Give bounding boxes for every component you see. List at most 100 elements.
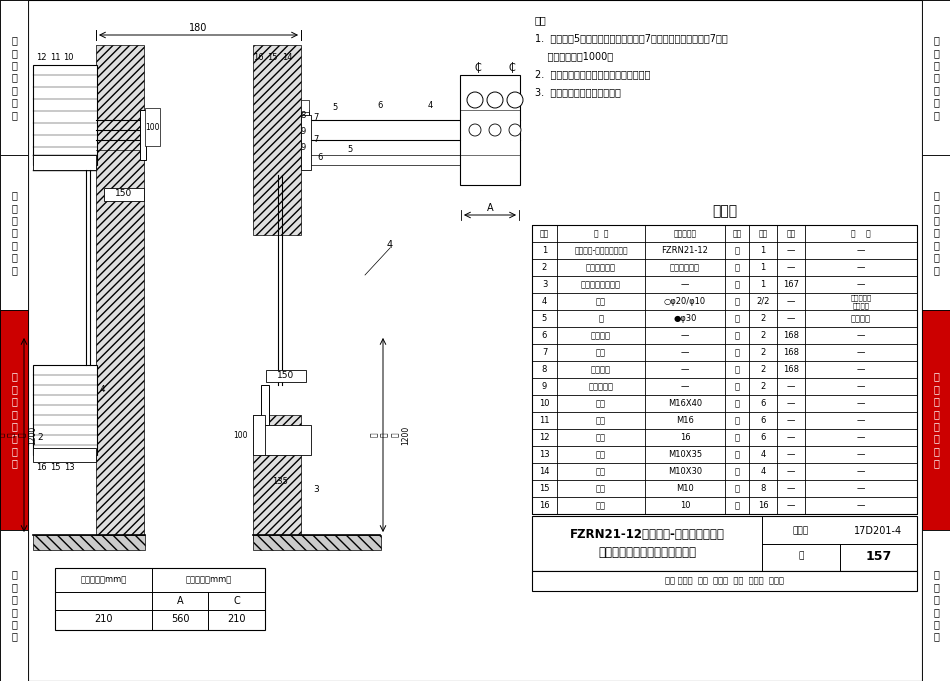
Bar <box>266 370 306 382</box>
Text: 在墙上支架上安装（侧墙操作）: 在墙上支架上安装（侧墙操作） <box>598 546 696 559</box>
Text: 变
压
器
室
布
置
图: 变 压 器 室 布 置 图 <box>11 35 17 120</box>
Bar <box>96 45 144 535</box>
Text: —: — <box>681 280 689 289</box>
Text: 2: 2 <box>760 348 766 357</box>
Text: 4: 4 <box>428 101 432 110</box>
Text: 个: 个 <box>734 399 739 408</box>
Text: 1.  轴（零件5）延长需增加轴承（零件7）时，两个轴承（零件7）间: 1. 轴（零件5）延长需增加轴承（零件7）时，两个轴承（零件7）间 <box>535 33 728 43</box>
Text: 2: 2 <box>760 331 766 340</box>
Bar <box>922 310 950 530</box>
Text: M10X35: M10X35 <box>668 450 702 459</box>
Text: 11: 11 <box>49 54 60 63</box>
Text: —: — <box>681 331 689 340</box>
Text: 轴连接套: 轴连接套 <box>591 331 611 340</box>
Text: 常
用
设
备
构
件
安
装: 常 用 设 备 构 件 安 装 <box>11 372 17 469</box>
Text: 个: 个 <box>734 450 739 459</box>
Text: M10X30: M10X30 <box>668 467 702 476</box>
Bar <box>33 535 145 550</box>
Text: 5: 5 <box>332 104 337 112</box>
Bar <box>0 530 28 681</box>
Text: —: — <box>857 382 865 391</box>
Text: 15: 15 <box>49 464 60 473</box>
Text: 个: 个 <box>734 416 739 425</box>
Text: 土
建
设
计
任
务
图: 土 建 设 计 任 务 图 <box>933 190 939 274</box>
Text: 根: 根 <box>734 331 739 340</box>
Text: 10: 10 <box>540 399 550 408</box>
Text: 180: 180 <box>189 23 208 33</box>
Bar <box>922 155 950 310</box>
Text: 168: 168 <box>783 331 799 340</box>
Text: FZRN21-12: FZRN21-12 <box>661 246 709 255</box>
Text: 6: 6 <box>377 101 383 110</box>
Bar <box>301 100 309 112</box>
Text: 7: 7 <box>314 114 318 123</box>
Text: —: — <box>787 416 795 425</box>
Bar <box>145 108 160 146</box>
Text: 3: 3 <box>542 280 547 289</box>
Text: —: — <box>857 484 865 493</box>
Text: M16: M16 <box>676 416 694 425</box>
Text: 9: 9 <box>300 144 306 153</box>
Text: 168: 168 <box>783 365 799 374</box>
Text: 10: 10 <box>680 501 691 510</box>
Text: 根: 根 <box>734 297 739 306</box>
Text: 手力操动机构: 手力操动机构 <box>586 263 616 272</box>
Text: 页次: 页次 <box>787 229 796 238</box>
Text: 螺母: 螺母 <box>596 484 606 493</box>
Text: 个: 个 <box>734 280 739 289</box>
Text: 8: 8 <box>760 484 766 493</box>
Text: 15: 15 <box>267 54 277 63</box>
Text: 垫圈: 垫圈 <box>596 433 606 442</box>
Text: 台: 台 <box>734 263 739 272</box>
Text: 3.  负荷开关也可安装在墙上。: 3. 负荷开关也可安装在墙上。 <box>535 87 621 97</box>
Text: 2: 2 <box>37 434 43 443</box>
Text: —: — <box>857 450 865 459</box>
Bar <box>33 155 96 170</box>
Text: 的距离不超过1000。: 的距离不超过1000。 <box>535 51 613 61</box>
Text: 名  称: 名 称 <box>594 229 608 238</box>
Text: —: — <box>857 467 865 476</box>
Text: 9: 9 <box>542 382 547 391</box>
Text: 令音轮组合: 令音轮组合 <box>588 382 614 391</box>
Text: 6: 6 <box>542 331 547 340</box>
Text: —: — <box>857 348 865 357</box>
Text: 4: 4 <box>760 450 766 459</box>
Bar <box>253 415 265 455</box>
Text: 6: 6 <box>760 433 766 442</box>
Bar <box>301 115 311 170</box>
Text: 560: 560 <box>171 614 189 624</box>
Text: 5: 5 <box>348 146 352 155</box>
Text: 9: 9 <box>300 127 306 136</box>
Bar <box>460 75 520 185</box>
Text: 拉杆: 拉杆 <box>596 297 606 306</box>
Text: 5: 5 <box>542 314 547 323</box>
Text: 100: 100 <box>234 430 248 439</box>
Text: 2: 2 <box>760 314 766 323</box>
Text: 序号: 序号 <box>540 229 549 238</box>
Text: 个: 个 <box>734 433 739 442</box>
Bar <box>253 415 301 540</box>
Text: 13: 13 <box>540 450 550 459</box>
Text: 167: 167 <box>783 280 799 289</box>
Text: 16: 16 <box>679 433 691 442</box>
Text: 157: 157 <box>865 550 891 563</box>
Text: 操动机构安装支架: 操动机构安装支架 <box>581 280 621 289</box>
Text: 个: 个 <box>734 484 739 493</box>
Text: 审核 王向东  校对  沈文杰  设计  陈建华  陈建华: 审核 王向东 校对 沈文杰 设计 陈建华 陈建华 <box>665 577 784 586</box>
Text: 11: 11 <box>540 416 550 425</box>
Text: 数量: 数量 <box>758 229 768 238</box>
Text: 7: 7 <box>314 136 318 144</box>
Text: —: — <box>787 501 795 510</box>
Text: 2: 2 <box>760 365 766 374</box>
Text: 1: 1 <box>760 246 766 255</box>
Text: ●φ30: ●φ30 <box>674 314 696 323</box>
Bar <box>532 516 917 571</box>
Text: 相
关
技
术
资
料: 相 关 技 术 资 料 <box>933 569 939 642</box>
Text: 12: 12 <box>540 433 550 442</box>
Text: —: — <box>787 433 795 442</box>
Text: 16: 16 <box>253 54 263 63</box>
Text: —: — <box>857 331 865 340</box>
Text: 150: 150 <box>115 189 133 198</box>
Text: 个: 个 <box>734 467 739 476</box>
Text: 4: 4 <box>542 297 547 306</box>
